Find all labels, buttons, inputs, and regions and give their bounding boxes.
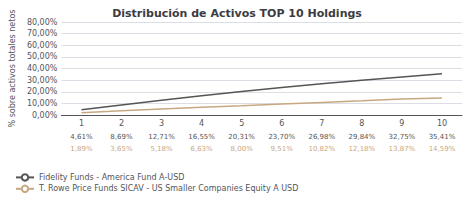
svg-text:20,31%: 20,31% <box>228 133 255 141</box>
svg-text:8,00%: 8,00% <box>231 145 254 153</box>
svg-text:5: 5 <box>239 119 244 128</box>
svg-text:0,00%: 0,00% <box>32 111 58 120</box>
svg-text:8: 8 <box>359 119 364 128</box>
svg-text:4: 4 <box>199 119 204 128</box>
svg-text:7: 7 <box>319 119 324 128</box>
svg-text:6: 6 <box>279 119 284 128</box>
svg-text:% sobre activos totales netos: % sobre activos totales netos <box>8 10 17 128</box>
svg-text:T. Rowe Price Funds SICAV - US: T. Rowe Price Funds SICAV - US Smaller C… <box>38 184 298 193</box>
svg-text:30,00%: 30,00% <box>27 76 58 85</box>
svg-text:Distribución de Activos TOP 10: Distribución de Activos TOP 10 Holdings <box>112 7 362 20</box>
svg-text:14,59%: 14,59% <box>429 145 456 153</box>
svg-text:50,00%: 50,00% <box>27 52 58 61</box>
svg-text:3: 3 <box>159 119 164 128</box>
svg-text:1,89%: 1,89% <box>70 145 93 153</box>
svg-text:3,65%: 3,65% <box>110 145 133 153</box>
svg-text:10,82%: 10,82% <box>308 145 335 153</box>
svg-text:32,75%: 32,75% <box>389 133 416 141</box>
svg-text:60,00%: 60,00% <box>27 41 58 50</box>
svg-text:9: 9 <box>399 119 404 128</box>
svg-text:12,18%: 12,18% <box>348 145 375 153</box>
svg-text:70,00%: 70,00% <box>27 29 58 38</box>
svg-text:12,71%: 12,71% <box>148 133 175 141</box>
svg-text:80,00%: 80,00% <box>27 18 58 27</box>
svg-text:20,00%: 20,00% <box>27 87 58 96</box>
svg-text:6,63%: 6,63% <box>190 145 213 153</box>
svg-text:5,18%: 5,18% <box>150 145 173 153</box>
svg-text:10,00%: 10,00% <box>27 99 58 108</box>
svg-text:13,87%: 13,87% <box>389 145 416 153</box>
svg-text:9,51%: 9,51% <box>271 145 294 153</box>
svg-text:16,55%: 16,55% <box>188 133 215 141</box>
svg-text:4,61%: 4,61% <box>70 133 93 141</box>
svg-text:29,84%: 29,84% <box>348 133 375 141</box>
svg-text:10: 10 <box>437 119 447 128</box>
svg-text:2: 2 <box>119 119 124 128</box>
svg-text:23,70%: 23,70% <box>268 133 295 141</box>
svg-text:1: 1 <box>79 119 84 128</box>
svg-text:Fidelity Funds - America Fund: Fidelity Funds - America Fund A-USD <box>39 173 184 182</box>
svg-text:40,00%: 40,00% <box>27 64 58 73</box>
svg-text:35,41%: 35,41% <box>429 133 456 141</box>
svg-text:8,69%: 8,69% <box>110 133 133 141</box>
svg-text:26,98%: 26,98% <box>308 133 335 141</box>
